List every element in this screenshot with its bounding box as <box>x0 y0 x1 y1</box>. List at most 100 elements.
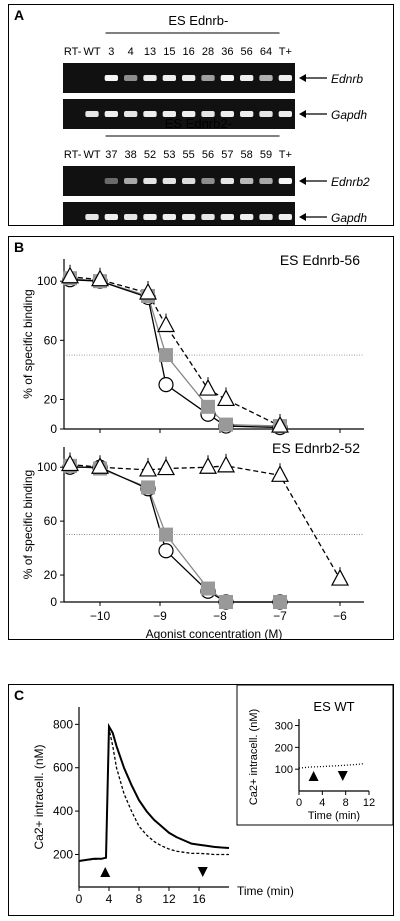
data-point-triangle <box>61 454 79 472</box>
y-axis-label: % of specific binding <box>21 470 35 579</box>
series-line-dashed <box>78 728 229 862</box>
arrow-head <box>299 213 306 221</box>
lane-label: 56 <box>202 149 214 161</box>
y-axis-label: Ca2+ intracell. (nM) <box>32 744 46 849</box>
gel-band <box>143 214 157 220</box>
data-point-square <box>201 399 215 414</box>
gel-figure: ES Ednrb-RT- WT 3 4 13 15 16 28 36 56 64 T+EdnrbGap… <box>63 13 370 225</box>
gel-band <box>220 75 234 81</box>
data-point-triangle <box>157 458 175 476</box>
panel-c-label: C <box>14 687 25 703</box>
arrow-head <box>299 110 306 118</box>
y-tick-label: 0 <box>50 422 57 436</box>
gel-band <box>182 111 196 117</box>
inset-y-axis-label: Ca2+ intracell. (nM) <box>248 709 260 805</box>
data-point-circle <box>158 543 174 559</box>
group-title: ES Ednrb- <box>168 13 228 28</box>
gel-band <box>104 178 118 184</box>
gel-band <box>220 178 234 184</box>
gel-band <box>259 75 273 81</box>
data-point-triangle <box>139 282 157 300</box>
x-tick-label: −6 <box>333 609 347 623</box>
gel-band <box>85 214 99 220</box>
data-point-triangle <box>217 455 235 473</box>
x-tick-label: 4 <box>106 892 113 906</box>
x-tick-label: −7 <box>273 609 287 623</box>
data-point-square <box>219 417 233 432</box>
y-tick-label: 600 <box>53 761 73 775</box>
gel-band <box>124 75 138 81</box>
inset-box <box>236 685 393 826</box>
lane-label: 4 <box>128 46 134 58</box>
data-point-triangle <box>199 378 217 396</box>
gel-band <box>162 75 176 81</box>
x-tick-label: −9 <box>153 609 167 623</box>
data-point-triangle <box>199 456 217 474</box>
gel-band <box>143 178 157 184</box>
y-tick-label: 20 <box>44 568 58 582</box>
lane-label: 52 <box>144 149 156 161</box>
gel-band <box>104 214 118 220</box>
gene-label: Ednrb <box>331 72 363 86</box>
lane-label: 3 <box>108 46 114 58</box>
x-tick-label: 0 <box>76 892 83 906</box>
data-point-triangle <box>157 315 175 333</box>
gel-band <box>278 214 292 220</box>
gel-band <box>240 111 254 117</box>
gel-band <box>278 75 292 81</box>
gel-band <box>124 111 138 117</box>
gel-band <box>143 75 157 81</box>
lane-label: 28 <box>202 46 214 58</box>
gene-label: Gapdh <box>331 211 367 225</box>
lane-label: WT <box>83 149 100 161</box>
gene-label: Gapdh <box>331 108 367 122</box>
lane-label: 57 <box>221 149 233 161</box>
panel-c: C 200 400 600 800 0 4 8 12 16 Ca2+ intracell. (nM… <box>8 684 394 916</box>
lane-label: 13 <box>144 46 156 58</box>
data-point-triangle <box>271 415 289 433</box>
gel-band <box>259 178 273 184</box>
series-line-triangle <box>69 463 341 580</box>
gel-band <box>182 75 196 81</box>
lane-label: 53 <box>163 149 175 161</box>
gel-band <box>182 178 196 184</box>
data-point-triangle <box>217 389 235 407</box>
stimulus-arrow-down <box>197 867 208 877</box>
stimulus-arrow-up <box>100 867 111 877</box>
y-tick-label: 400 <box>53 804 73 818</box>
y-tick-label: 200 <box>53 847 73 861</box>
y-tick-label: 100 <box>275 764 293 776</box>
gel-band <box>162 178 176 184</box>
data-point-triangle <box>331 568 349 586</box>
data-point-square <box>141 480 155 495</box>
gel-band <box>259 111 273 117</box>
gel-band <box>85 111 99 117</box>
gel-band <box>143 111 157 117</box>
y-tick-label: 200 <box>275 742 293 754</box>
y-tick-label: 60 <box>44 514 58 528</box>
lane-label: T+ <box>279 46 292 58</box>
chart-title: ES Ednrb2-52 <box>272 440 360 456</box>
x-tick-label: 16 <box>192 892 206 906</box>
data-point-square <box>159 348 173 363</box>
calcium-charts: 200 400 600 800 0 4 8 12 16 Ca2+ intracell. (nM) T… <box>32 685 393 906</box>
gene-gel <box>63 166 295 196</box>
data-point-triangle <box>91 269 109 287</box>
data-point-square <box>201 581 215 596</box>
gel-band <box>182 214 196 220</box>
x-tick-label: 0 <box>296 797 302 809</box>
gel-band <box>240 178 254 184</box>
data-point-square <box>159 527 173 542</box>
data-point-square <box>219 595 233 609</box>
y-tick-label: 300 <box>275 721 293 733</box>
gel-band <box>201 111 215 117</box>
data-point-circle <box>158 377 174 393</box>
panel-b-label: B <box>14 239 25 255</box>
gel-band <box>278 111 292 117</box>
gel-band <box>124 178 138 184</box>
gel-band <box>124 214 138 220</box>
y-axis-label: % of specific binding <box>21 289 35 398</box>
panel-a: A ES Ednrb- RT- WT 3 4 13 15 16 28 36 56 64 T+ Ednrb G… <box>8 4 394 226</box>
x-tick-label: 4 <box>319 797 325 809</box>
x-axis-label: Agonist concentration (M) <box>146 627 283 639</box>
